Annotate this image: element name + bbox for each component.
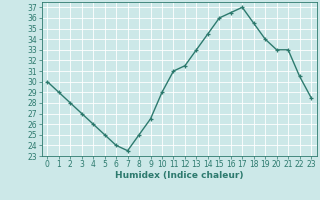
X-axis label: Humidex (Indice chaleur): Humidex (Indice chaleur) bbox=[115, 171, 244, 180]
